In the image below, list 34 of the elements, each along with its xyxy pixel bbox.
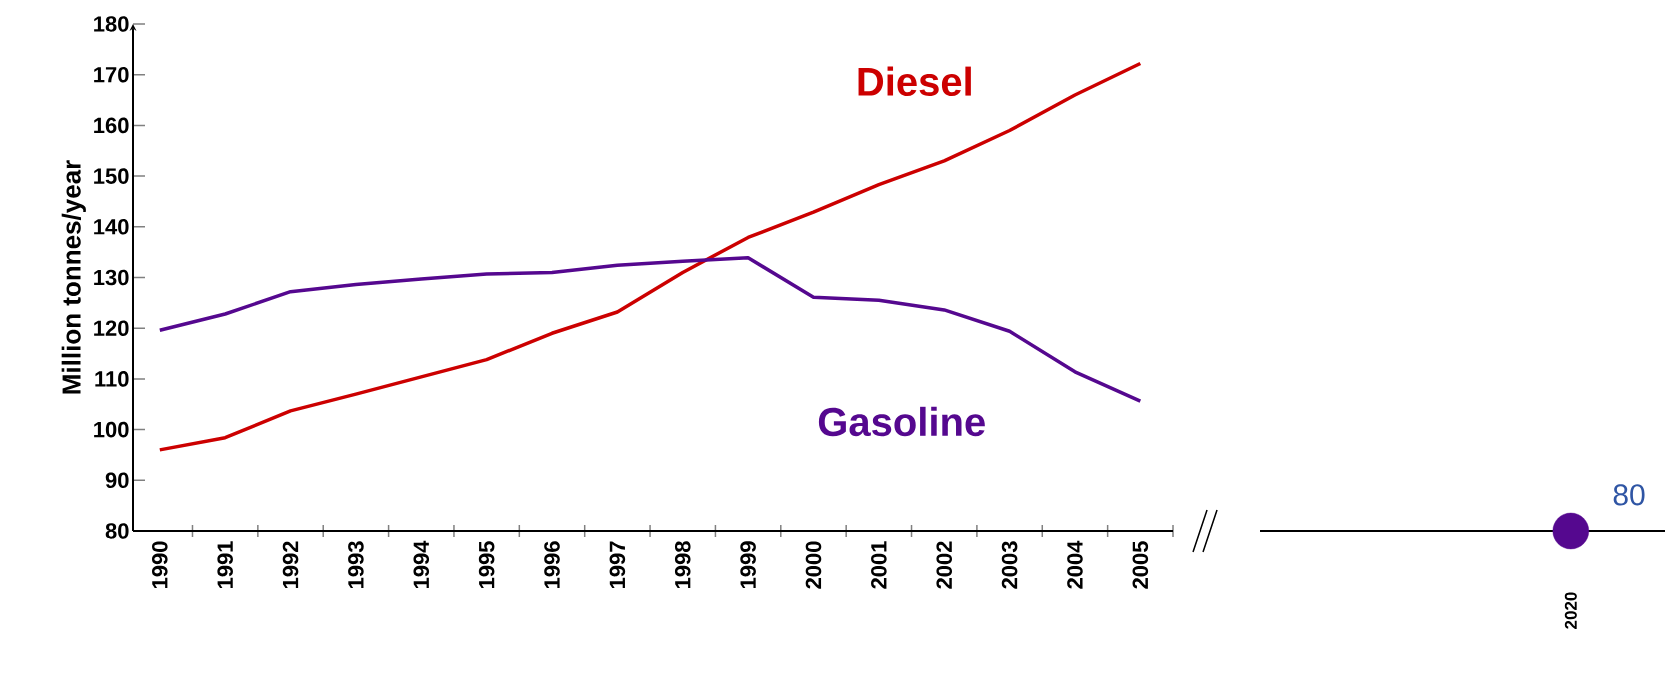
x-tick-label: 1992 [282, 541, 299, 589]
y-tick-label: 140 [94, 219, 129, 235]
y-tick-label: 160 [94, 117, 129, 134]
y-tick-label: 180 [94, 16, 129, 32]
x-tick-label: 2004 [1067, 540, 1083, 589]
x-tick-label: 1991 [217, 541, 233, 589]
x-tick-label: 1993 [348, 541, 364, 589]
x-tick-label: 1997 [609, 541, 626, 589]
data-label: 80 [1613, 484, 1645, 506]
y-tick-label: 100 [94, 421, 129, 438]
x-tick-label: 2000 [805, 541, 822, 589]
x-tick-label: 2003 [1001, 541, 1018, 589]
x-tick-label: 1990 [152, 541, 168, 589]
y-tick-label: 170 [94, 66, 129, 83]
y-tick-label: 150 [94, 168, 129, 184]
x-tick-label: 2005 [1132, 541, 1149, 589]
line-series [158, 61, 1143, 452]
series-label: Diesel [858, 66, 971, 96]
y-tick-label: 80 [105, 523, 129, 539]
x-tick-label: 2001 [871, 541, 887, 589]
y-tick-label: 110 [95, 371, 129, 387]
x-tick-label: 2020 [1564, 592, 1577, 629]
x-tick-label: 1999 [740, 541, 756, 589]
y-tick-label: 120 [94, 320, 129, 336]
x-tick-label: 1998 [674, 541, 691, 589]
series-label: Gasoline [818, 406, 985, 437]
y-axis-title: Million tonnes/year [61, 160, 86, 394]
y-tick-label: 90 [105, 472, 129, 489]
line-series [158, 255, 1143, 403]
x-tick-label: 1996 [544, 541, 560, 589]
y-tick-label: 130 [94, 269, 129, 286]
x-tick-label: 1994 [413, 540, 430, 589]
x-tick-label: 2002 [936, 541, 953, 589]
x-tick-label: 1995 [478, 541, 495, 589]
